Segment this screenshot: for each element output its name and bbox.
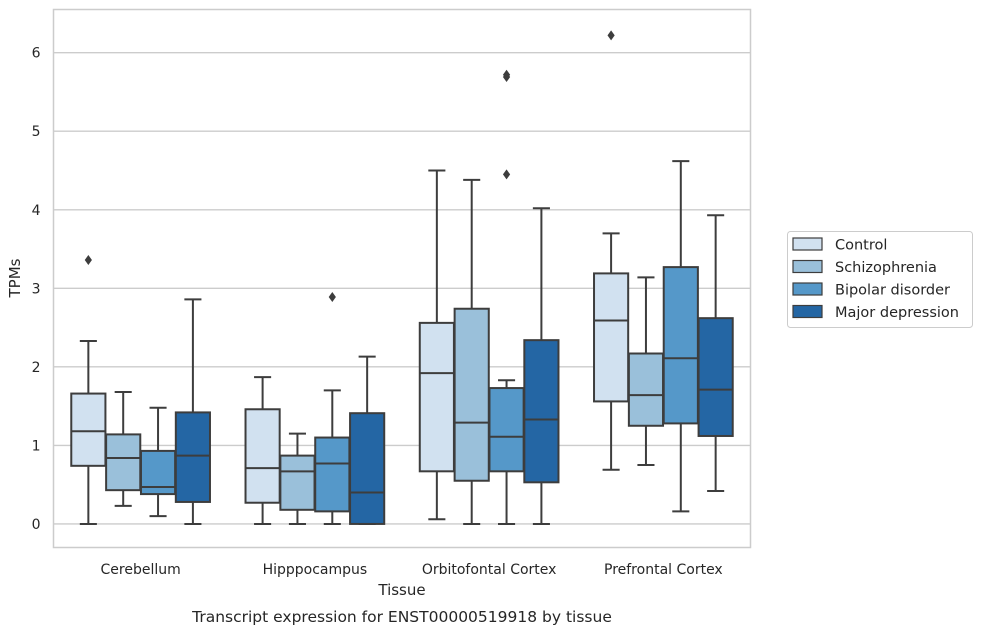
y-tick-label: 6 bbox=[32, 46, 41, 62]
box-body bbox=[453, 307, 490, 482]
box-2-0 bbox=[139, 406, 177, 518]
y-axis-label: TPMs bbox=[6, 258, 24, 298]
box-body bbox=[488, 387, 525, 473]
y-tick-label: 4 bbox=[32, 203, 41, 219]
box-groups bbox=[70, 30, 734, 525]
box-body bbox=[174, 411, 211, 503]
box-body bbox=[314, 436, 351, 513]
figure-caption: Transcript expression for ENST0000051991… bbox=[191, 608, 612, 626]
box-3-1 bbox=[349, 355, 386, 525]
box-body bbox=[105, 433, 142, 492]
grid-lines bbox=[53, 51, 751, 525]
legend-label: Major depression bbox=[835, 305, 959, 321]
x-axis-ticks: Cerebellum Hipppocampus Orbitofontal Corte… bbox=[101, 562, 723, 578]
box-body bbox=[593, 272, 630, 403]
legend-swatch bbox=[792, 282, 823, 296]
x-tick-label: Prefrontal Cortex bbox=[604, 562, 723, 578]
y-tick-label: 0 bbox=[32, 517, 41, 533]
y-tick-label: 3 bbox=[32, 281, 41, 297]
box-0-2 bbox=[418, 169, 455, 521]
box-body bbox=[627, 352, 665, 427]
box-body bbox=[523, 339, 560, 484]
outlier-point bbox=[607, 30, 615, 41]
legend-swatch bbox=[792, 259, 823, 274]
legend-label: Bipolar disorder bbox=[835, 283, 950, 299]
box-0-1 bbox=[244, 376, 281, 525]
x-tick-label: Orbitofontal Cortex bbox=[422, 562, 557, 578]
box-2-2 bbox=[488, 69, 525, 525]
box-2-3 bbox=[662, 160, 699, 513]
box-body bbox=[349, 412, 386, 525]
outlier-point bbox=[502, 69, 511, 80]
outlier-point bbox=[328, 291, 336, 302]
legend-frame bbox=[787, 231, 973, 328]
box-2-1 bbox=[314, 291, 351, 525]
box-body bbox=[662, 266, 699, 425]
outlier-point bbox=[84, 255, 92, 266]
box-3-2 bbox=[523, 207, 560, 525]
y-tick-label: 1 bbox=[32, 438, 41, 454]
box-body bbox=[70, 392, 107, 467]
box-body bbox=[697, 317, 734, 437]
y-tick-label: 5 bbox=[32, 124, 41, 140]
y-axis-ticks: 0 1 2 3 4 5 6 bbox=[32, 46, 41, 533]
legend-label: Control bbox=[835, 238, 887, 254]
legend-label: Schizophrenia bbox=[835, 260, 937, 276]
box-1-0 bbox=[105, 390, 142, 507]
box-body bbox=[244, 408, 281, 504]
box-body bbox=[418, 321, 455, 473]
box-1-3 bbox=[627, 276, 665, 467]
box-0-0 bbox=[70, 255, 107, 525]
box-body bbox=[279, 454, 316, 511]
legend-swatch bbox=[792, 237, 823, 251]
legend: Control Schizophrenia Bipolar disorder Majo… bbox=[787, 231, 973, 328]
box-1-2 bbox=[453, 178, 490, 525]
box-1-1 bbox=[279, 432, 316, 525]
x-tick-label: Hipppocampus bbox=[263, 562, 368, 578]
legend-swatch bbox=[792, 304, 823, 319]
x-tick-label: Cerebellum bbox=[101, 562, 181, 578]
y-tick-label: 2 bbox=[32, 360, 41, 376]
box-3-0 bbox=[174, 298, 211, 525]
x-axis-label: Tissue bbox=[377, 581, 425, 599]
box-3-3 bbox=[697, 214, 734, 492]
outlier-point bbox=[502, 169, 511, 180]
plot-area-frame bbox=[52, 8, 752, 549]
box-0-3 bbox=[593, 30, 630, 471]
